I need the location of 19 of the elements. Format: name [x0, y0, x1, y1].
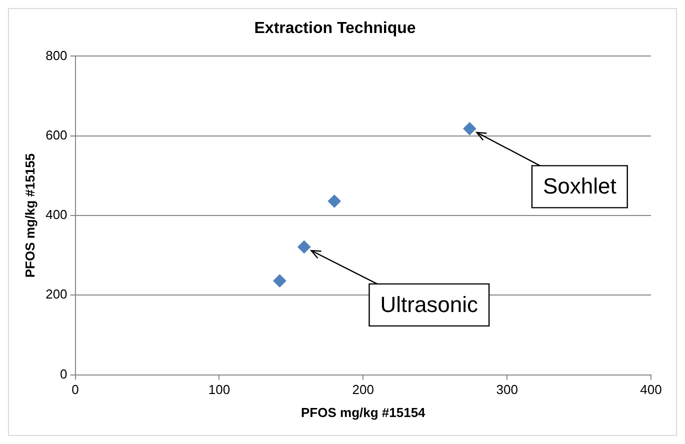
point — [328, 194, 341, 208]
y-tick-label: 800 — [46, 48, 68, 63]
annotation: Ultrasonic — [380, 292, 478, 318]
x-tick-label: 200 — [352, 382, 374, 398]
chart-title: Extraction Technique — [254, 20, 416, 38]
y-tick-label: 600 — [46, 127, 68, 142]
x-tick-label: 0 — [72, 382, 79, 398]
y-tick-label: 200 — [46, 286, 68, 302]
point — [463, 122, 476, 136]
x-tick-label: 300 — [496, 382, 518, 398]
y-tick-label: 400 — [46, 207, 68, 222]
x-tick-label: 400 — [640, 382, 662, 398]
point — [273, 274, 286, 288]
x-tick-label: 100 — [208, 382, 230, 398]
x-axis-title: PFOS mg/kg #15154 — [301, 404, 426, 420]
point — [298, 240, 311, 254]
annotation: Soxhlet — [542, 174, 616, 199]
y-axis-title: PFOS mg/kg #15155 — [22, 153, 38, 278]
y-tick-label: 0 — [60, 366, 68, 382]
